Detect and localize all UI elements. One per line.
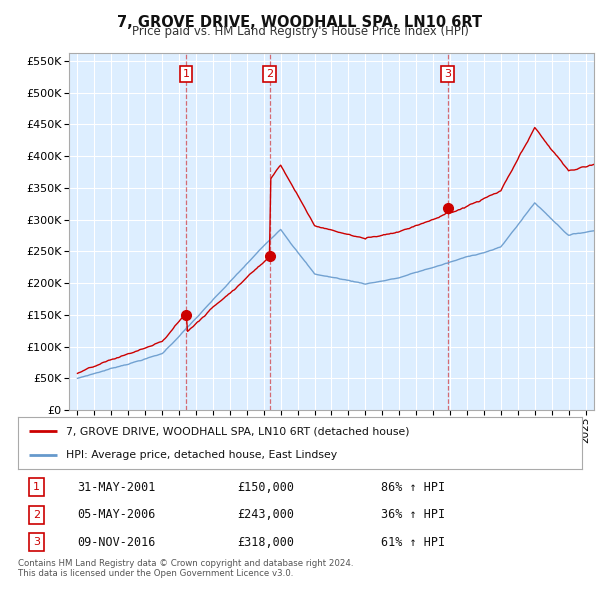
Text: 2: 2 <box>266 68 273 78</box>
Text: £318,000: £318,000 <box>238 536 295 549</box>
Text: 7, GROVE DRIVE, WOODHALL SPA, LN10 6RT (detached house): 7, GROVE DRIVE, WOODHALL SPA, LN10 6RT (… <box>66 426 409 436</box>
Text: 7, GROVE DRIVE, WOODHALL SPA, LN10 6RT: 7, GROVE DRIVE, WOODHALL SPA, LN10 6RT <box>118 15 482 30</box>
Text: 1: 1 <box>33 482 40 492</box>
Text: £150,000: £150,000 <box>238 481 295 494</box>
Text: This data is licensed under the Open Government Licence v3.0.: This data is licensed under the Open Gov… <box>18 569 293 578</box>
Text: 86% ↑ HPI: 86% ↑ HPI <box>381 481 445 494</box>
Text: 1: 1 <box>182 68 190 78</box>
Text: 36% ↑ HPI: 36% ↑ HPI <box>381 508 445 521</box>
Text: HPI: Average price, detached house, East Lindsey: HPI: Average price, detached house, East… <box>66 450 337 460</box>
Text: 31-MAY-2001: 31-MAY-2001 <box>77 481 156 494</box>
Text: £243,000: £243,000 <box>238 508 295 521</box>
Text: 3: 3 <box>33 537 40 548</box>
Text: 3: 3 <box>444 68 451 78</box>
Text: 2: 2 <box>33 510 40 520</box>
Text: Contains HM Land Registry data © Crown copyright and database right 2024.: Contains HM Land Registry data © Crown c… <box>18 559 353 568</box>
Text: 09-NOV-2016: 09-NOV-2016 <box>77 536 156 549</box>
Text: 05-MAY-2006: 05-MAY-2006 <box>77 508 156 521</box>
Text: 61% ↑ HPI: 61% ↑ HPI <box>381 536 445 549</box>
Text: Price paid vs. HM Land Registry's House Price Index (HPI): Price paid vs. HM Land Registry's House … <box>131 25 469 38</box>
